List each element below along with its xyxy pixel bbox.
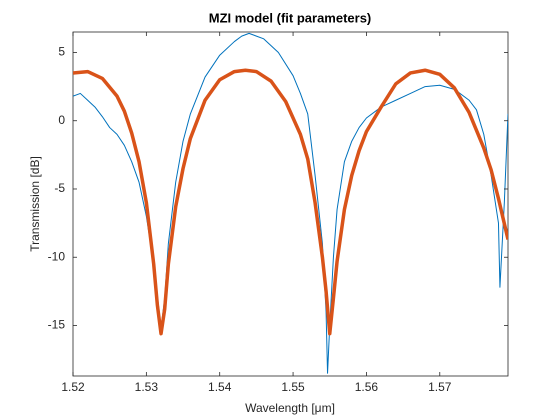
x-axis-label: Wavelength [μm] <box>245 401 335 415</box>
x-tick-label: 1.56 <box>355 380 379 394</box>
x-tick-label: 1.52 <box>61 380 85 394</box>
chart-title: MZI model (fit parameters) <box>209 10 372 25</box>
x-tick-label: 1.53 <box>135 380 159 394</box>
series-line <box>73 68 508 336</box>
y-tick-label: 5 <box>58 45 65 59</box>
y-tick-label: 0 <box>58 113 65 127</box>
y-tick-label: -15 <box>48 318 66 332</box>
lines <box>73 32 508 374</box>
series-line <box>73 32 508 374</box>
x-tick-label: 1.55 <box>281 380 305 394</box>
plot-area <box>72 31 509 377</box>
y-tick-label: -5 <box>54 181 65 195</box>
y-axis-label: Transmission [dB] <box>28 156 42 252</box>
y-tick-label: -10 <box>48 249 66 263</box>
x-tick-label: 1.54 <box>208 380 232 394</box>
x-tick-label: 1.57 <box>428 380 452 394</box>
